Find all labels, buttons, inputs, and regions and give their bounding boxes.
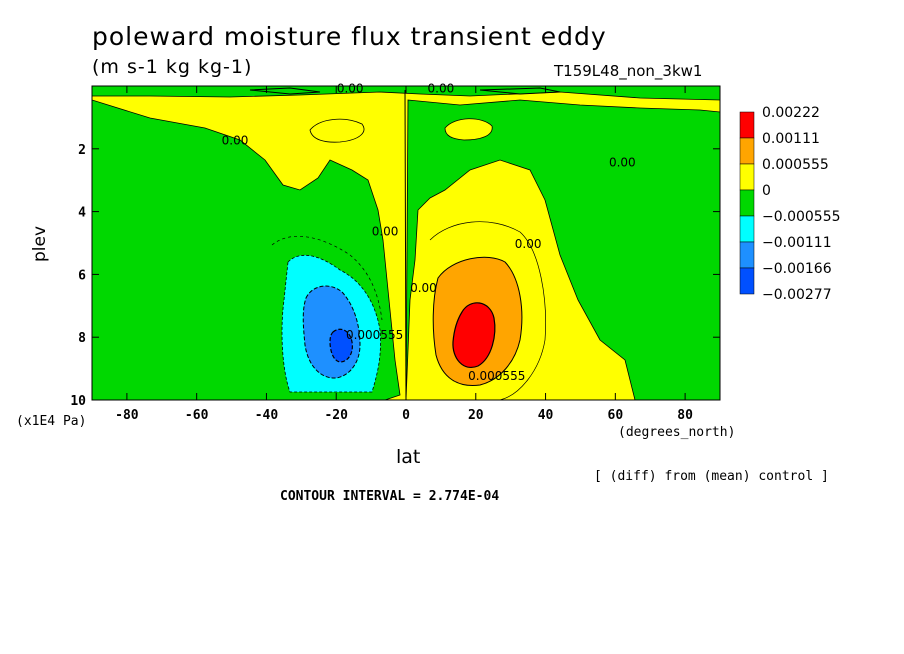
legend-label: −0.00111 [762, 235, 832, 251]
x-axis-units: (degrees_north) [618, 425, 736, 440]
x-axis-label: lat [396, 446, 421, 468]
x-tick-label: -40 [255, 408, 279, 423]
legend-label: 0.00111 [762, 131, 820, 147]
x-tick-label: 40 [538, 408, 554, 423]
contour-label: 0.00 [428, 82, 455, 96]
x-tick-label: -20 [324, 408, 348, 423]
contour-label: 0.00 [222, 133, 249, 147]
anomaly-positive-core [452, 302, 496, 368]
top-edge-feature-north [479, 87, 561, 95]
color-legend: 0.00222 0.00111 0.000555 0 −0.000555 −0.00111… [739, 105, 841, 303]
legend-label: 0.000555 [762, 157, 829, 173]
x-tick-label: 80 [677, 408, 693, 423]
contour-label: 0.00 [410, 281, 437, 295]
contour-line-negative-outer [271, 235, 383, 321]
x-tick-label: 60 [608, 408, 624, 423]
legend-swatch [739, 215, 755, 243]
y-axis-ticks: 2 4 6 8 10 [70, 143, 720, 409]
x-tick-label: 0 [402, 408, 410, 423]
x-tick-label: -80 [115, 408, 139, 423]
chart-title: poleward moisture flux transient eddy [92, 22, 607, 51]
x-tick-label: -60 [185, 408, 209, 423]
contour-line-equator [404, 89, 407, 400]
diff-note: [ (diff) from (mean) control ] [594, 469, 829, 484]
plot-area [92, 86, 720, 400]
contour-interval: CONTOUR INTERVAL = 2.774E-04 [280, 489, 500, 504]
y-tick-label: 10 [70, 394, 86, 409]
chart-units: (m s-1 kg kg-1) [92, 56, 253, 78]
legend-swatch [739, 189, 755, 217]
y-axis-units: (x1E4 Pa) [16, 414, 87, 429]
y-tick-label: 4 [78, 206, 86, 221]
legend-label: −0.000555 [762, 209, 841, 225]
y-tick-label: 6 [78, 268, 86, 283]
run-id: T159L48_non_3kw1 [554, 62, 703, 80]
legend-label: 0 [762, 183, 771, 199]
legend-label: −0.00277 [762, 287, 832, 303]
contour-label: 0.000555 [468, 369, 525, 383]
contour-labels: 0.00 0.00 0.00 0.00 0.00 0.00 0.00 0.000555 0.00… [222, 82, 636, 383]
contour-line-positive-outer [429, 221, 546, 400]
positive-patch-south [309, 118, 365, 143]
contour-label: 0.00 [515, 237, 542, 251]
legend-swatch [739, 163, 755, 191]
top-edge-feature-south [249, 87, 321, 95]
positive-patch-north [444, 118, 493, 141]
y-tick-label: 8 [78, 331, 86, 346]
y-tick-label: 2 [78, 143, 86, 158]
legend-swatch [739, 111, 755, 139]
legend-swatch [739, 267, 755, 295]
legend-label: 0.00222 [762, 105, 820, 121]
x-axis-ticks: -80 -60 -40 -20 0 20 40 60 80 [115, 86, 693, 423]
legend-label: −0.00166 [762, 261, 832, 277]
contour-label: 0.00 [609, 155, 636, 169]
legend-swatch [739, 241, 755, 269]
contour-label: 0.00 [372, 224, 399, 238]
contour-label: 0.00 [337, 82, 364, 96]
negative-region-north [405, 99, 720, 400]
legend-swatch [739, 137, 755, 165]
x-tick-label: 20 [468, 408, 484, 423]
anomaly-negative-core [329, 328, 353, 363]
contour-label: 0.000555 [346, 328, 403, 342]
